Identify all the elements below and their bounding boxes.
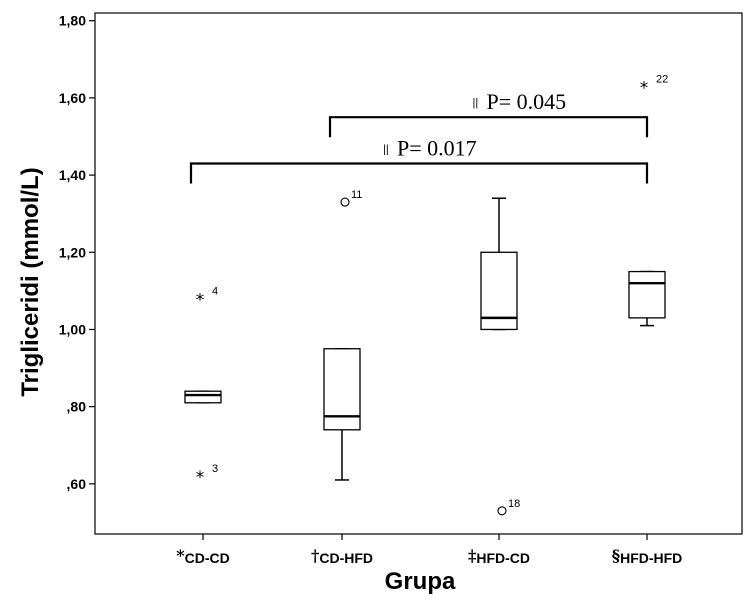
box-body [323,348,361,431]
outlier-circle [497,506,507,516]
significance-prefix: || [473,97,479,109]
p-value-label: P= 0.017 [397,136,477,161]
bracket-line [328,116,649,138]
y-tick-label: ,60 [67,476,87,492]
box-hfd-cd: 18 [480,197,520,516]
y-tick-label: ,80 [67,399,87,415]
y-tick-label: 1,20 [59,244,86,260]
x-axis-title: Grupa [385,568,456,595]
bracket-line [189,162,649,184]
plot-frame [94,12,743,535]
axes: ,60 ,80 1,00 1,20 1,40 1,60 1,80 *CD-CD †CD-HFD ‡… [59,12,743,566]
box-cd-cd: * 4 * 3 [184,286,222,488]
outlier-label: 18 [508,498,520,510]
box-hfd-hfd: * 22 [628,73,668,327]
significance-bracket: || P= 0.017 [189,136,649,184]
outlier-circle [340,197,350,207]
significance-prefix: || [383,144,389,156]
box-body [480,251,518,331]
box-cd-hfd: 11 [323,189,362,481]
outlier-star: * [196,291,205,311]
outlier-label: 11 [351,189,362,201]
y-tick-label: 1,60 [59,90,86,106]
outlier-label: 3 [212,463,218,475]
x-tick-label: ‡HFD-CD [468,546,530,566]
y-axis-title: Trigliceridi (mmol/L) [17,167,44,396]
outlier-star: * [196,468,205,488]
x-tick-label: †CD-HFD [311,546,373,566]
y-tick-label: 1,00 [59,321,86,337]
box-body [184,390,222,404]
y-tick-label: 1,80 [59,13,86,29]
y-tick-label: 1,40 [59,167,86,183]
outlier-label: 22 [656,73,668,85]
box-body [628,270,666,319]
significance-bracket: || P= 0.045 [328,89,649,138]
boxes: * 4 * 3 11 18 * 22 [184,73,668,516]
x-tick-label: §HFD-HFD [612,546,683,566]
outlier-label: 4 [212,286,218,298]
x-tick-label: *CD-CD [176,546,229,566]
significance-annotations: || P= 0.045 || P= 0.017 [189,89,649,184]
outlier-star: * [640,78,649,98]
p-value-label: P= 0.045 [487,89,567,114]
